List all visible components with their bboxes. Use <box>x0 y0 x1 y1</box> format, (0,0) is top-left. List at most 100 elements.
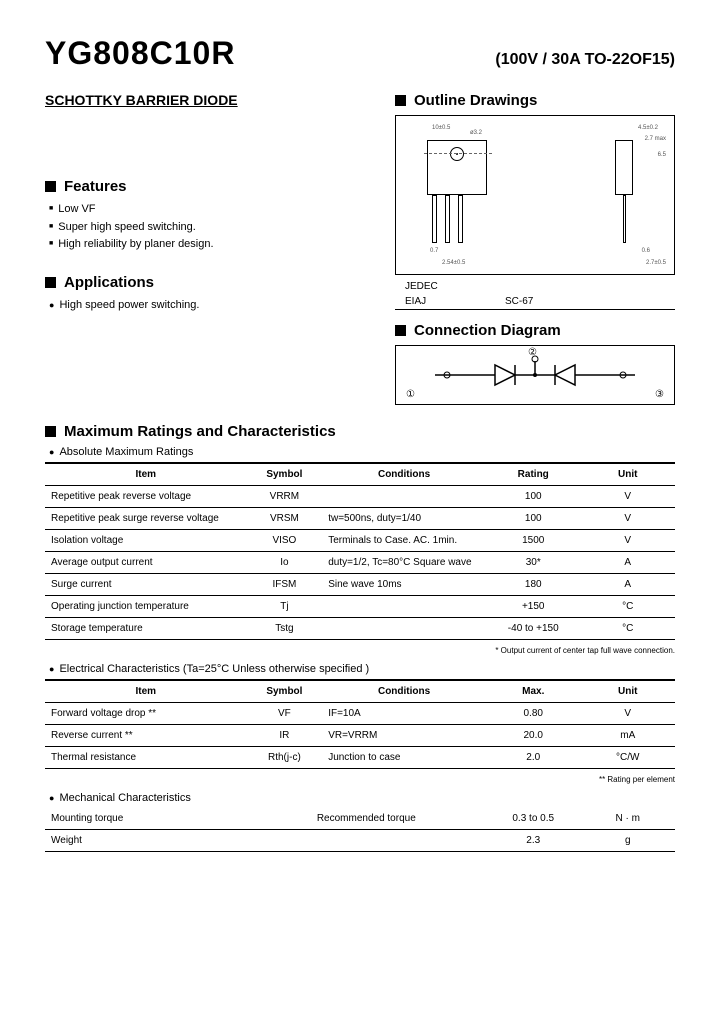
table-row: Mounting torqueRecommended torque0.3 to … <box>45 808 675 830</box>
abs-max-table: Item Symbol Conditions Rating Unit Repet… <box>45 462 675 640</box>
table-cell: Sine wave 10ms <box>322 574 486 596</box>
pin-3-label: ③ <box>655 389 664 400</box>
eiaj-label: EIAJ <box>405 296 505 307</box>
table-cell: Operating junction temperature <box>45 596 247 618</box>
features-list: Low VF Super high speed switching. High … <box>45 201 375 254</box>
product-type: SCHOTTKY BARRIER DIODE <box>45 92 375 108</box>
table-cell: -40 to +150 <box>486 618 581 640</box>
header-conditions: Conditions <box>322 463 486 486</box>
eiaj-row: EIAJ SC-67 <box>395 294 675 310</box>
table-cell: A <box>580 552 675 574</box>
table-row: Average output currentIoduty=1/2, Tc=80°… <box>45 552 675 574</box>
max-ratings-label: Maximum Ratings and Characteristics <box>64 423 336 440</box>
square-bullet-icon <box>45 277 56 288</box>
table-cell: Average output current <box>45 552 247 574</box>
table-row: Operating junction temperatureTj+150°C <box>45 596 675 618</box>
table-cell: Terminals to Case. AC. 1min. <box>322 530 486 552</box>
table-cell: Junction to case <box>322 747 486 769</box>
dimension-label: 10±0.5 <box>432 125 450 131</box>
pin-1-label: ① <box>406 389 415 400</box>
table-cell: Storage temperature <box>45 618 247 640</box>
connection-label: Connection Diagram <box>414 322 561 339</box>
dimension-label: 2.54±0.5 <box>442 260 465 266</box>
header-rating: Rating <box>486 463 581 486</box>
square-bullet-icon <box>395 95 406 106</box>
part-spec: (100V / 30A TO-22OF15) <box>495 51 675 69</box>
table-cell: Recommended torque <box>247 808 486 830</box>
table-cell: Mounting torque <box>45 808 247 830</box>
side-lead <box>623 195 626 243</box>
table-cell: V <box>580 508 675 530</box>
square-bullet-icon <box>45 426 56 437</box>
connection-diagram: ① ② ③ <box>395 345 675 405</box>
table-cell: °C/W <box>580 747 675 769</box>
table-cell: N · m <box>580 808 675 830</box>
right-column: Outline Drawings 10±0.5 ø3.2 4.5±0.2 2.7… <box>395 92 675 405</box>
applications-title: Applications <box>45 274 375 291</box>
table-cell: 20.0 <box>486 725 581 747</box>
table-cell: 0.80 <box>486 703 581 725</box>
header-unit: Unit <box>580 680 675 703</box>
table-cell: °C <box>580 618 675 640</box>
table-cell: 30* <box>486 552 581 574</box>
table-row: Storage temperatureTstg -40 to +150°C <box>45 618 675 640</box>
eiaj-value: SC-67 <box>505 296 533 307</box>
header-max: Max. <box>486 680 581 703</box>
features-label: Features <box>64 178 127 195</box>
table-row: Reverse current **IRVR=VRRM20.0mA <box>45 725 675 747</box>
table-cell: 0.3 to 0.5 <box>486 808 581 830</box>
table-cell <box>322 486 486 508</box>
elec-table: Item Symbol Conditions Max. Unit Forward… <box>45 679 675 769</box>
table-cell: g <box>580 830 675 852</box>
table-cell: duty=1/2, Tc=80°C Square wave <box>322 552 486 574</box>
table-cell: 2.0 <box>486 747 581 769</box>
max-ratings-title: Maximum Ratings and Characteristics <box>45 423 675 440</box>
table-cell: 100 <box>486 486 581 508</box>
jedec-label: JEDEC <box>405 281 505 292</box>
application-item: High speed power switching. <box>49 297 375 315</box>
features-title: Features <box>45 178 375 195</box>
feature-item: Low VF <box>49 201 375 219</box>
abs-note: * Output current of center tap full wave… <box>45 646 675 655</box>
mech-table: Mounting torqueRecommended torque0.3 to … <box>45 808 675 852</box>
jedec-row: JEDEC <box>395 279 675 294</box>
table-cell <box>247 830 486 852</box>
outline-title: Outline Drawings <box>395 92 675 109</box>
table-cell: VF <box>247 703 323 725</box>
table-cell: mA <box>580 725 675 747</box>
header-symbol: Symbol <box>247 463 323 486</box>
package-leads <box>432 195 463 243</box>
table-cell: Tstg <box>247 618 323 640</box>
table-cell: V <box>580 486 675 508</box>
dimension-label: 6.5 <box>658 152 666 158</box>
outline-label: Outline Drawings <box>414 92 537 109</box>
applications-list: High speed power switching. <box>45 297 375 315</box>
diode-symbol-icon <box>425 355 645 395</box>
feature-item: High reliability by planer design. <box>49 236 375 254</box>
page-header: YG808C10R (100V / 30A TO-22OF15) <box>45 35 675 72</box>
mech-subheading: Mechanical Characteristics <box>49 792 675 804</box>
header-symbol: Symbol <box>247 680 323 703</box>
table-cell: °C <box>580 596 675 618</box>
table-cell: V <box>580 703 675 725</box>
dimension-label: 0.6 <box>642 248 650 254</box>
table-cell: VR=VRRM <box>322 725 486 747</box>
mounting-hole-icon <box>450 147 464 161</box>
table-cell: VRSM <box>247 508 323 530</box>
connection-title: Connection Diagram <box>395 322 675 339</box>
table-cell: IFSM <box>247 574 323 596</box>
package-sketch: 10±0.5 ø3.2 4.5±0.2 2.7 max 0.7 2.54±0.5… <box>402 122 668 268</box>
table-cell: 2.3 <box>486 830 581 852</box>
table-cell: Repetitive peak surge reverse voltage <box>45 508 247 530</box>
dimension-label: 0.7 <box>430 248 438 254</box>
dimension-label: ø3.2 <box>470 130 482 136</box>
table-cell: IR <box>247 725 323 747</box>
part-number: YG808C10R <box>45 35 235 72</box>
table-cell: Repetitive peak reverse voltage <box>45 486 247 508</box>
table-row: Surge currentIFSMSine wave 10ms180A <box>45 574 675 596</box>
package-side-view <box>615 140 633 195</box>
table-cell: Rth(j-c) <box>247 747 323 769</box>
square-bullet-icon <box>395 325 406 336</box>
dimension-label: 2.7±0.5 <box>646 260 666 266</box>
centerline <box>424 153 492 154</box>
